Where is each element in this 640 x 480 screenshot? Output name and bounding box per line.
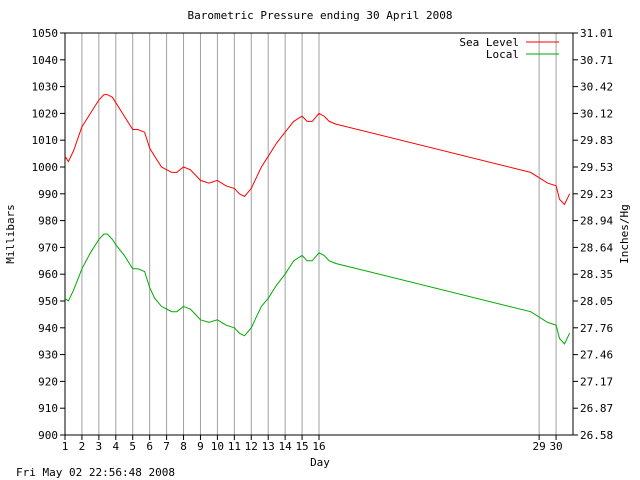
y-tick-label-right-10: 29.53 (580, 161, 613, 174)
x-tick-label-11: 11 (228, 440, 241, 453)
y-tick-label-left-1030: 1030 (32, 81, 59, 94)
y-axis-label-left: Millibars (4, 204, 17, 264)
y-tick-label-right-1: 26.87 (580, 402, 613, 415)
x-tick-label-16: 16 (312, 440, 325, 453)
y-axis-label-right: Inches/Hg (618, 204, 631, 264)
y-tick-label-right-13: 30.42 (580, 81, 613, 94)
series-lines (64, 94, 571, 345)
y-tick-label-right-12: 30.12 (580, 107, 613, 120)
series-line-sea-level (64, 94, 571, 206)
vertical-grid-lines (81, 33, 557, 435)
y-tick-label-right-8: 28.94 (580, 215, 613, 228)
y-tick-label-right-7: 28.64 (580, 241, 613, 254)
chart-title: Barometric Pressure ending 30 April 2008 (188, 9, 453, 22)
x-tick-label-13: 13 (262, 440, 275, 453)
x-axis-label: Day (310, 456, 330, 469)
y-tick-label-right-15: 31.01 (580, 27, 613, 40)
y-tick-label-right-9: 29.23 (580, 188, 613, 201)
y-tick-label-left-930: 930 (38, 349, 58, 362)
x-tick-label-5: 5 (129, 440, 136, 453)
y-tick-label-left-1000: 1000 (32, 161, 59, 174)
y-axis-left-ticks: 900 910 920 930 940 950 960 970 980 990 1000 1010 10… (32, 27, 65, 442)
y-tick-label-left-1040: 1040 (32, 54, 59, 67)
y-tick-label-left-980: 980 (38, 215, 58, 228)
x-tick-label-8: 8 (180, 440, 187, 453)
x-tick-label-3: 3 (96, 440, 103, 453)
y-tick-label-left-1010: 1010 (32, 134, 59, 147)
legend-label-sea-level: Sea Level (459, 36, 519, 49)
y-tick-label-left-990: 990 (38, 188, 58, 201)
y-tick-label-left-1020: 1020 (32, 107, 59, 120)
x-tick-label-15: 15 (295, 440, 308, 453)
x-tick-label-9: 9 (197, 440, 204, 453)
x-tick-label-10: 10 (211, 440, 224, 453)
legend-label-local: Local (486, 48, 519, 61)
series-line-local (64, 233, 571, 345)
x-tick-label-1: 1 (62, 440, 69, 453)
y-tick-label-left-900: 900 (38, 429, 58, 442)
x-tick-label-30: 30 (549, 440, 562, 453)
y-tick-label-left-950: 950 (38, 295, 58, 308)
y-tick-label-right-0: 26.58 (580, 429, 613, 442)
y-tick-label-left-940: 940 (38, 322, 58, 335)
x-tick-label-4: 4 (112, 440, 119, 453)
y-tick-label-left-970: 970 (38, 241, 58, 254)
x-tick-label-6: 6 (146, 440, 153, 453)
y-tick-label-left-960: 960 (38, 268, 58, 281)
y-tick-label-right-4: 27.76 (580, 322, 613, 335)
x-tick-label-12: 12 (245, 440, 258, 453)
y-tick-label-right-3: 27.46 (580, 349, 613, 362)
y-tick-label-right-6: 28.35 (580, 268, 613, 281)
x-tick-label-2: 2 (79, 440, 86, 453)
y-tick-label-right-11: 29.83 (580, 134, 613, 147)
x-tick-label-7: 7 (163, 440, 170, 453)
y-tick-label-left-910: 910 (38, 402, 58, 415)
legend: Sea Level Local (459, 36, 559, 61)
x-tick-label-14: 14 (279, 440, 293, 453)
y-axis-right-ticks: 26.58 26.87 27.17 27.46 27.76 28.05 28.35 28.64… (573, 27, 613, 442)
x-tick-label-29: 29 (533, 440, 546, 453)
y-tick-label-right-5: 28.05 (580, 295, 613, 308)
x-axis-ticks: 1 2 3 4 5 6 7 8 9 10 11 12 13 14 15 16 29 30 (62, 435, 563, 453)
y-tick-label-left-1050: 1050 (32, 27, 59, 40)
footer-timestamp: Fri May 02 22:56:48 2008 (16, 466, 175, 479)
y-tick-label-left-920: 920 (38, 375, 58, 388)
y-tick-label-right-2: 27.17 (580, 375, 613, 388)
y-tick-label-right-14: 30.71 (580, 54, 613, 67)
